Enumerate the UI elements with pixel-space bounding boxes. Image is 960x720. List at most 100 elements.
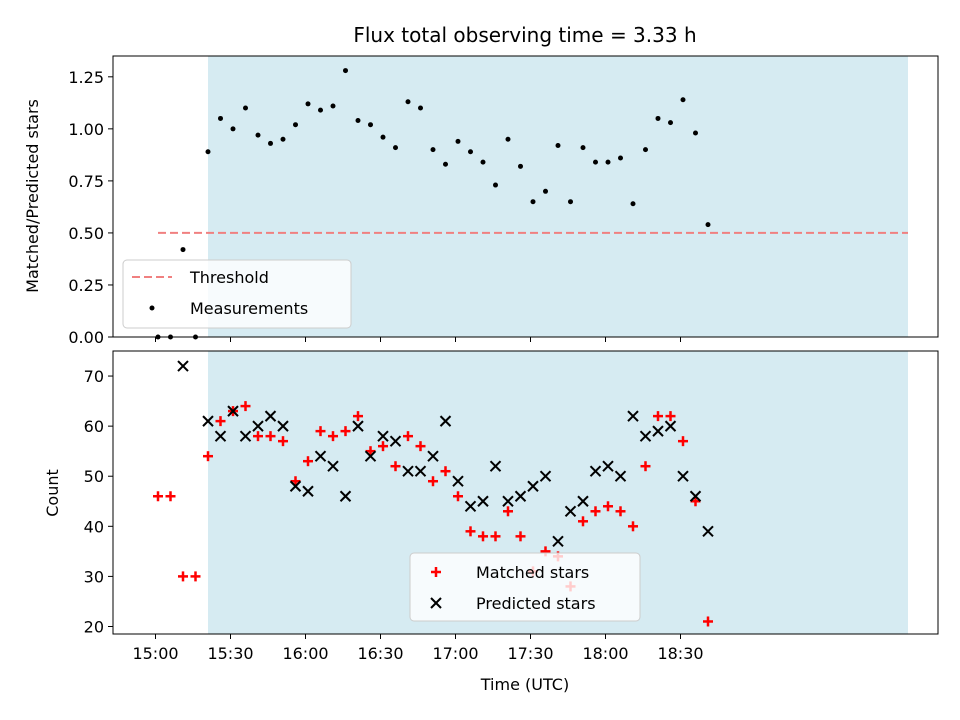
- top-legend-box: [122, 259, 352, 329]
- legend-predicted-swatch: [430, 597, 442, 609]
- predicted-star-point: [552, 535, 564, 548]
- measurement-point: [455, 138, 461, 144]
- predicted-star-point: [364, 450, 377, 462]
- predicted-star-point: [477, 495, 489, 507]
- measurement-point: [505, 136, 511, 142]
- predicted-star-point: [614, 470, 627, 482]
- predicted-star-point: [589, 465, 602, 477]
- predicted-star-point: [602, 460, 614, 472]
- predicted-star-point: [289, 480, 302, 492]
- bottom-x-tick-label: 17:30: [507, 644, 553, 663]
- x-axis-label: Time (UTC): [480, 675, 569, 694]
- measurement-point: [368, 122, 373, 128]
- predicted-star-point: [664, 420, 677, 432]
- chart-title: Flux total observing time = 3.33 h: [353, 23, 696, 47]
- predicted-star-point: [402, 465, 414, 477]
- matched-star-point: [578, 516, 588, 527]
- matched-star-point: [590, 506, 601, 517]
- matched-star-point: [253, 431, 263, 442]
- predicted-star-point: [352, 420, 364, 432]
- measurement-point: [243, 105, 248, 111]
- measurement-point: [280, 136, 286, 142]
- predicted-star-point: [564, 505, 577, 517]
- bottom-x-tick-label: 17:00: [432, 644, 478, 663]
- predicted-star-point: [239, 430, 252, 442]
- predicted-star-point: [427, 450, 439, 462]
- predicted-star-point: [202, 415, 214, 427]
- predicted-star-point: [277, 420, 289, 432]
- top-plot-frame: [112, 55, 939, 338]
- legend-measurements-label: Measurements: [190, 299, 308, 318]
- matched-star-point: [240, 401, 251, 412]
- legend-matched-swatch: [431, 567, 441, 577]
- measurement-point: [580, 145, 586, 151]
- bottom-y-ticks: 20 30 40 50 60 70: [84, 367, 113, 636]
- measurement-point: [605, 159, 611, 165]
- measurement-point: [255, 132, 261, 138]
- matched-star-point: [315, 426, 326, 437]
- bottom-x-tick-label: 18:30: [657, 644, 703, 663]
- predicted-star-point: [339, 490, 352, 502]
- matched-star-point: [665, 411, 676, 422]
- bottom-y-tick-label: 60: [84, 417, 104, 436]
- matched-star-point: [353, 411, 363, 422]
- predicted-star-point: [502, 495, 514, 507]
- measurement-point: [393, 145, 398, 151]
- matched-star-point: [465, 526, 476, 537]
- matched-star-point: [603, 501, 613, 512]
- top-x-ticks: [155, 337, 681, 342]
- measurement-point: [543, 188, 548, 194]
- measurement-point: [355, 118, 361, 124]
- measurement-point: [630, 201, 636, 207]
- measurement-point: [693, 130, 698, 136]
- predicted-star-point: [702, 525, 714, 538]
- bottom-y-tick-label: 50: [84, 467, 104, 486]
- predicted-star-point: [464, 500, 477, 512]
- legend-measurements-swatch: [149, 305, 155, 311]
- predicted-star-point: [639, 430, 652, 442]
- predicted-star-point: [314, 450, 327, 462]
- measurement-point: [680, 97, 686, 103]
- predicted-star-point: [264, 410, 277, 422]
- bottom-x-tick-label: 18:00: [582, 644, 628, 663]
- matched-star-points: [153, 401, 713, 627]
- measurement-point: [380, 134, 386, 140]
- predicted-star-point: [177, 360, 189, 372]
- matched-star-point: [415, 441, 426, 452]
- bottom-y-axis-label: Count: [43, 469, 62, 517]
- measurement-point: [418, 105, 423, 111]
- matched-star-point: [428, 476, 438, 487]
- matched-star-point: [515, 531, 526, 542]
- measurement-point: [618, 155, 623, 161]
- measurement-point: [493, 182, 498, 188]
- measurement-point: [318, 107, 323, 113]
- bottom-legend: Matched stars Predicted stars: [409, 552, 641, 622]
- matched-star-point: [190, 571, 201, 582]
- bottom-x-ticks: 15:00 15:30 16:00 16:30 17:00 17:30 18:00 18:30: [132, 634, 704, 663]
- bottom-y-tick-label: 70: [84, 367, 104, 386]
- measurement-point: [443, 161, 448, 167]
- bottom-panel: 20 30 40 50 60 70 15:00 15:30 16:00 16:30 17:00 17…: [43, 350, 939, 694]
- matched-star-point: [328, 431, 338, 442]
- bottom-y-tick-label: 40: [84, 517, 104, 536]
- legend-threshold-label: Threshold: [189, 268, 269, 287]
- predicted-star-point: [439, 415, 452, 427]
- measurement-point: [180, 247, 186, 253]
- matched-star-point: [340, 426, 351, 437]
- top-y-tick-label: 1.25: [68, 68, 104, 87]
- measurement-point: [343, 68, 348, 74]
- matched-star-point: [303, 456, 313, 467]
- predicted-star-point: [627, 410, 639, 422]
- predicted-star-point: [252, 420, 264, 432]
- bottom-x-tick-label: 15:30: [207, 644, 253, 663]
- top-y-tick-label: 0.75: [68, 172, 104, 191]
- top-y-tick-label: 0.00: [68, 328, 104, 347]
- measurement-point: [593, 159, 598, 165]
- bottom-y-tick-label: 20: [84, 617, 104, 636]
- predicted-star-point: [377, 430, 389, 442]
- matched-star-point: [290, 476, 301, 487]
- matched-star-point: [478, 531, 488, 542]
- predicted-star-point: [689, 490, 702, 502]
- top-y-tick-label: 0.50: [68, 224, 104, 243]
